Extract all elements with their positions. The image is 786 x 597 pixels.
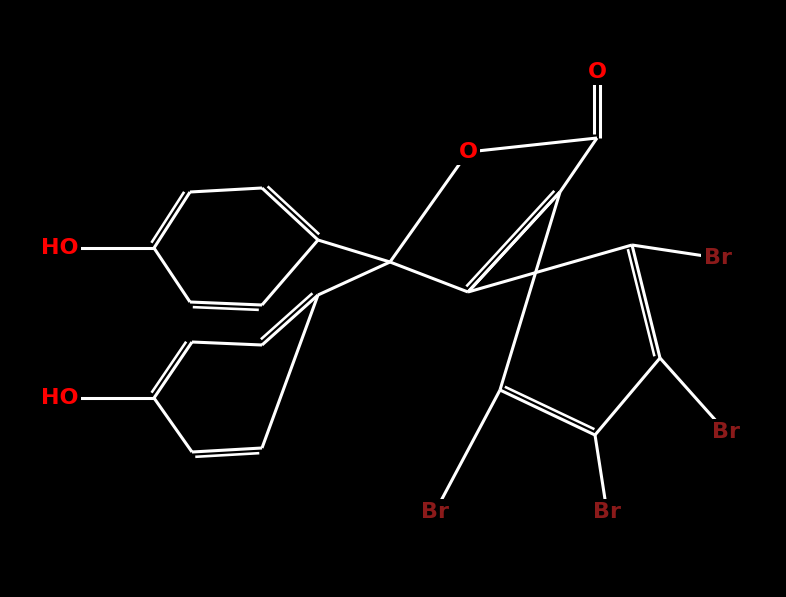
Text: Br: Br (704, 248, 732, 268)
Text: O: O (458, 142, 478, 162)
Text: O: O (587, 62, 607, 82)
Text: HO: HO (41, 388, 79, 408)
Text: Br: Br (712, 422, 740, 442)
Text: Br: Br (421, 502, 449, 522)
Text: HO: HO (41, 238, 79, 258)
Text: Br: Br (593, 502, 621, 522)
